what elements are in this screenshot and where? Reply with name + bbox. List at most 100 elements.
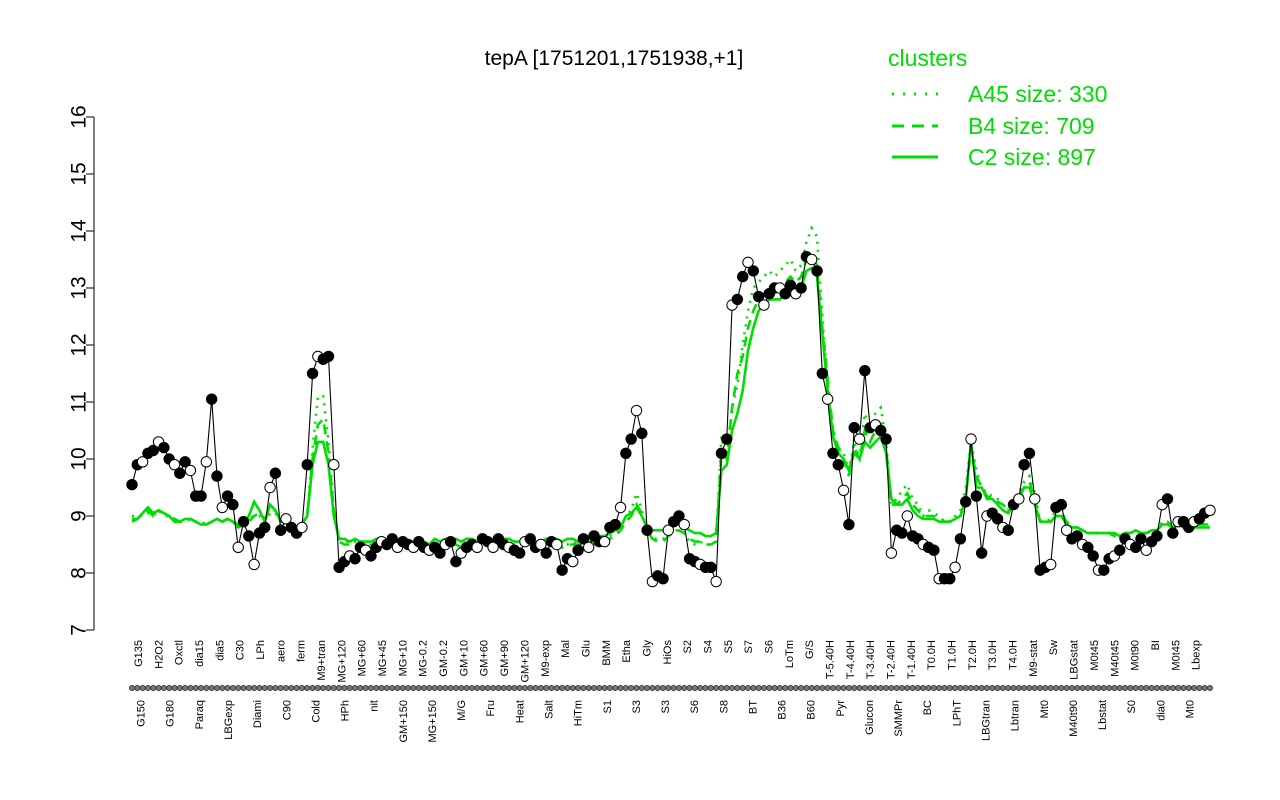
- x-tick-marker: [139, 685, 146, 692]
- data-point: [625, 433, 637, 445]
- x-tick-marker: [320, 685, 327, 692]
- data-point: [657, 573, 669, 585]
- x-tick-label: GM+60: [479, 640, 491, 676]
- x-tick-marker: [569, 685, 576, 692]
- x-tick-label: Mt0: [1184, 700, 1196, 718]
- x-tick-label: Sw: [1048, 640, 1060, 655]
- x-tick-marker: [431, 685, 438, 692]
- x-tick-marker: [617, 685, 624, 692]
- series-line: [132, 225, 1210, 549]
- y-tick-label: 16: [67, 105, 90, 128]
- x-tick-marker: [713, 685, 720, 692]
- x-tick-marker: [1074, 685, 1081, 692]
- x-tick-label: MG+10: [397, 640, 409, 676]
- data-point: [264, 481, 276, 494]
- data-point: [349, 553, 361, 565]
- x-tick-label: M9-exp: [540, 640, 552, 677]
- data-point: [296, 521, 308, 534]
- x-tick-marker: [1153, 685, 1160, 692]
- data-point: [827, 447, 839, 459]
- y-axis: 7 8 9 10 11 12 13 14 15 16: [67, 105, 95, 636]
- x-tick-label: HiTm: [573, 700, 585, 726]
- x-tick-marker: [729, 685, 736, 692]
- x-tick-label: LBGstat: [1069, 640, 1081, 680]
- x-tick-label: MG-0.2: [418, 640, 430, 677]
- x-tick-marker: [994, 685, 1001, 692]
- x-tick-marker: [606, 685, 613, 692]
- x-tick-marker: [341, 685, 348, 692]
- data-point: [811, 265, 823, 277]
- x-tick-label: Diami: [252, 700, 264, 728]
- data-point: [1060, 524, 1073, 536]
- x-tick-marker: [176, 685, 183, 692]
- x-tick-marker: [1084, 685, 1091, 692]
- data-point: [269, 467, 282, 479]
- x-tick-marker: [1047, 685, 1054, 692]
- data-point: [1018, 459, 1030, 471]
- data-point: [954, 533, 967, 545]
- data-point: [216, 501, 228, 514]
- data-point: [200, 456, 213, 468]
- x-tick-marker: [962, 685, 969, 692]
- x-tick-marker: [739, 685, 746, 692]
- x-tick-label: Pyr: [835, 700, 847, 717]
- x-tick-marker: [208, 685, 215, 692]
- x-tick-marker: [150, 685, 157, 692]
- x-tick-label: M9-stat: [1028, 640, 1040, 677]
- x-tick-marker: [1037, 685, 1044, 692]
- x-tick-marker: [660, 685, 667, 692]
- data-point: [816, 367, 829, 380]
- x-tick-marker: [229, 685, 236, 692]
- data-point: [211, 470, 223, 482]
- data-point: [232, 541, 244, 554]
- x-tick-label: G150: [136, 700, 148, 727]
- x-tick-label: T-4.40H: [845, 640, 857, 679]
- x-tick-marker: [1116, 685, 1123, 692]
- y-tick-label: 11: [67, 391, 90, 413]
- x-tick-label: BMM: [601, 640, 613, 666]
- x-tick-marker: [718, 685, 725, 692]
- x-tick-marker: [463, 685, 470, 692]
- x-tick-marker: [304, 685, 311, 692]
- data-point: [184, 464, 197, 477]
- x-tick-label: S7: [743, 640, 755, 653]
- x-tick-marker: [1137, 685, 1144, 692]
- x-tick-label: Mal: [560, 640, 572, 658]
- x-tick-marker: [1148, 685, 1155, 692]
- x-tick-marker: [224, 685, 231, 692]
- x-tick-marker: [389, 685, 396, 692]
- x-tick-marker: [1010, 685, 1017, 692]
- x-tick-marker: [803, 685, 810, 692]
- data-point: [885, 547, 898, 559]
- data-point: [673, 510, 685, 522]
- x-tick-marker: [219, 685, 226, 692]
- x-tick-label: nit: [369, 700, 381, 712]
- x-tick-marker: [166, 685, 173, 692]
- data-point: [1204, 504, 1216, 516]
- x-tick-label: GM+150: [398, 700, 410, 743]
- x-tick-marker: [277, 685, 284, 692]
- x-tick-marker: [798, 685, 805, 692]
- x-tick-marker: [628, 685, 635, 692]
- x-tick-label: Salt: [543, 700, 555, 719]
- x-tick-label: M0t45: [1170, 640, 1182, 671]
- data-point: [636, 427, 648, 440]
- x-tick-marker: [240, 685, 247, 692]
- x-tick-label: M/G: [456, 700, 468, 721]
- x-tick-marker: [968, 685, 975, 692]
- x-tick-label: S2: [682, 640, 694, 653]
- x-tick-label: M9+tran: [316, 640, 328, 681]
- data-point: [434, 547, 446, 559]
- x-tick-marker: [495, 685, 502, 692]
- data-point: [880, 433, 892, 445]
- data-point: [444, 535, 457, 548]
- x-tick-label: S8: [718, 700, 730, 713]
- x-tick-marker: [251, 685, 258, 692]
- x-tick-marker: [336, 685, 343, 692]
- data-point: [205, 393, 218, 405]
- data-point: [365, 550, 377, 562]
- x-tick-label: Etha: [621, 639, 633, 663]
- x-tick-label: Heat: [514, 700, 526, 723]
- data-point: [710, 575, 722, 588]
- x-tick-label: S4: [702, 640, 714, 653]
